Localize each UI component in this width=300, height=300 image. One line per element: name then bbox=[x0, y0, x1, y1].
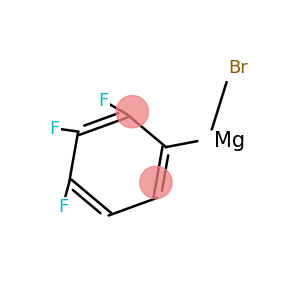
Text: Br: Br bbox=[229, 58, 248, 76]
Text: F: F bbox=[98, 92, 108, 110]
Text: F: F bbox=[50, 120, 60, 138]
Circle shape bbox=[140, 166, 172, 199]
Text: F: F bbox=[58, 198, 68, 216]
Text: Mg: Mg bbox=[214, 131, 245, 151]
Circle shape bbox=[116, 95, 148, 128]
